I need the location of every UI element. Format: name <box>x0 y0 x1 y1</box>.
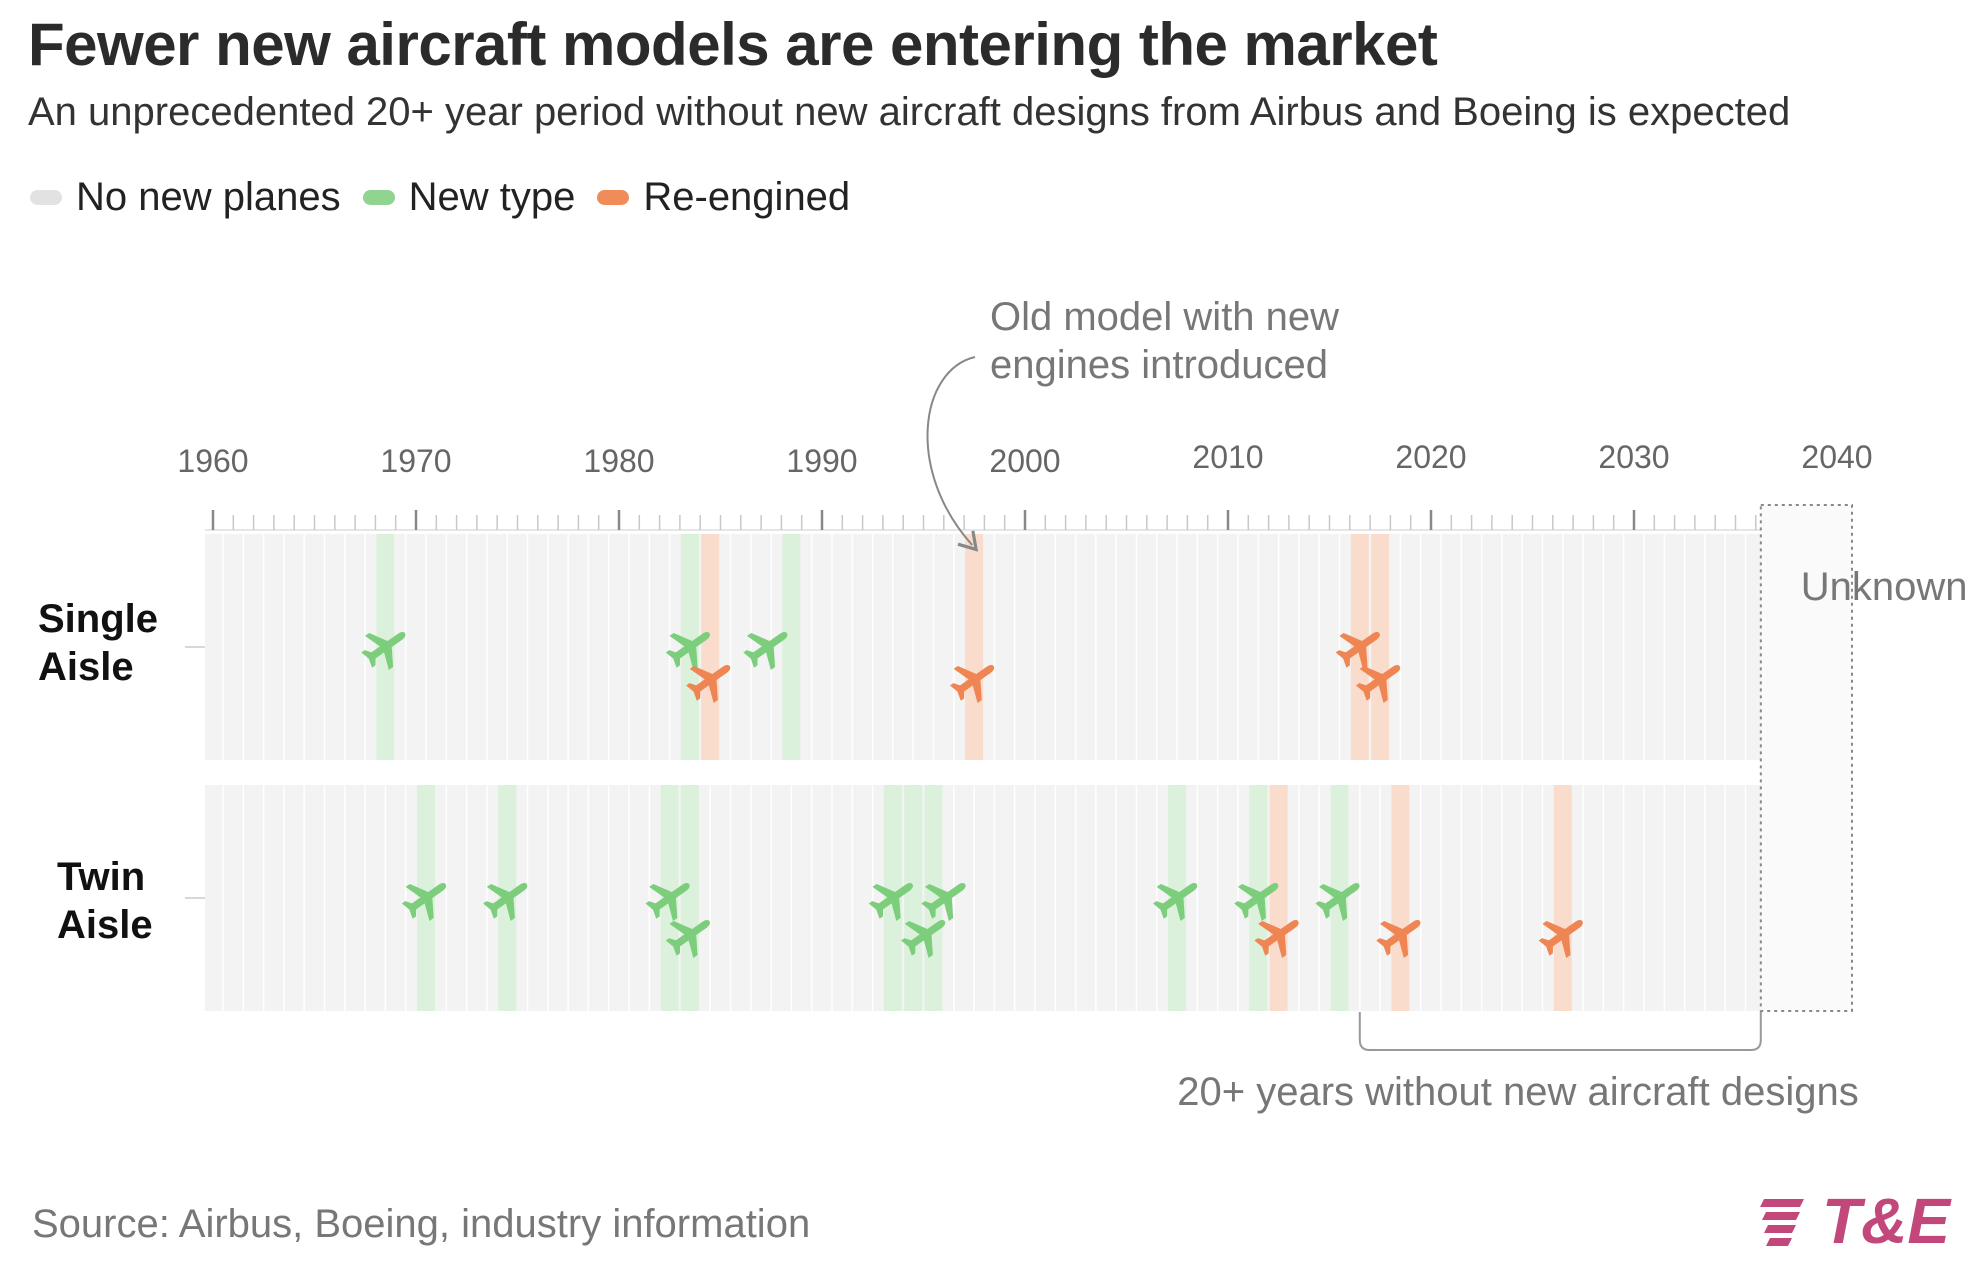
chart-title: Fewer new aircraft models are entering t… <box>28 11 1438 78</box>
x-tick-label: 2030 <box>1598 439 1669 475</box>
gap-bracket <box>1358 1012 1762 1051</box>
new-type-band <box>782 534 801 760</box>
x-tick-label: 2020 <box>1395 439 1466 475</box>
row-label-line: Aisle <box>38 645 134 689</box>
legend-label-new-type: New type <box>408 175 576 219</box>
legend: No new planes New type Re-engined <box>30 175 872 220</box>
x-tick-label: 2000 <box>989 443 1060 479</box>
new-type-band <box>680 785 699 1011</box>
unknown-period: Unknown <box>1759 504 1968 1012</box>
logo-stripe <box>1764 1225 1796 1233</box>
legend-label-no-new-planes: No new planes <box>76 175 341 219</box>
x-tick-label: 1960 <box>177 443 248 479</box>
te-logo: T&E <box>1760 1185 1952 1255</box>
legend-item-new-type: New type <box>362 175 576 220</box>
x-tick-label: 1990 <box>786 443 857 479</box>
x-tick-label: 2040 <box>1801 439 1872 475</box>
re-engined-band <box>1391 785 1410 1011</box>
logo-stripe <box>1762 1212 1800 1220</box>
logo-stripe <box>1760 1199 1804 1207</box>
unknown-label: Unknown <box>1801 565 1968 609</box>
re-engined-band <box>1553 785 1572 1011</box>
re-engined-band <box>1371 534 1390 760</box>
legend-item-re-engined: Re-engined <box>597 175 850 220</box>
re-engined-band <box>965 534 984 760</box>
logo-stripe <box>1766 1238 1792 1246</box>
event-bands <box>376 534 1572 1011</box>
x-tick-label: 1980 <box>583 443 654 479</box>
re-engined-band <box>1269 785 1288 1011</box>
row-background <box>205 785 1761 1011</box>
legend-label-re-engined: Re-engined <box>643 175 851 219</box>
annotation-arrow <box>926 356 979 552</box>
source-note: Source: Airbus, Boeing, industry informa… <box>32 1202 811 1246</box>
logo-text: T&E <box>1822 1185 1952 1255</box>
re-engined-band <box>701 534 720 760</box>
chart-subtitle: An unprecedented 20+ year period without… <box>28 90 1791 134</box>
x-axis: 1960 1970 1980 1990 2000 2010 2020 2030 2040 <box>177 439 1873 531</box>
legend-swatch-re-engined <box>597 190 630 205</box>
x-tick-label: 1970 <box>380 443 451 479</box>
row-label-line: Single <box>38 597 158 641</box>
reengine-annotation-line: engines introduced <box>990 343 1328 387</box>
unknown-box <box>1759 504 1854 1012</box>
reengine-annotation-line: Old model with new <box>990 295 1339 339</box>
legend-item-no-new-planes: No new planes <box>30 175 341 220</box>
x-tick-label: 2010 <box>1192 439 1263 475</box>
legend-swatch-no-new-planes <box>30 190 62 205</box>
new-type-band <box>904 785 923 1011</box>
row-label-line: Aisle <box>57 903 153 947</box>
gap-annotation: 20+ years without new aircraft designs <box>1177 1070 1858 1114</box>
legend-swatch-new-type <box>362 190 395 205</box>
logo-stripes-icon <box>1760 1199 1804 1246</box>
row-label-line: Twin <box>57 855 145 899</box>
